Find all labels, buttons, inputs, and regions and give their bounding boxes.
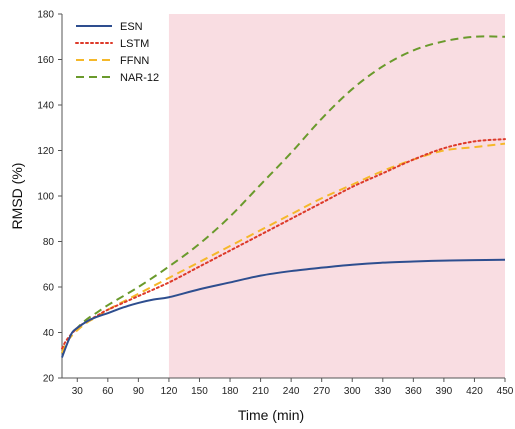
x-tick-label: 120 [161, 386, 178, 397]
x-tick-label: 90 [133, 386, 145, 397]
x-tick-label: 450 [497, 386, 514, 397]
y-tick-label: 20 [43, 374, 55, 385]
y-tick-label: 100 [37, 192, 54, 203]
shaded-region [168, 14, 505, 378]
legend-label-ffnn: FFNN [120, 55, 149, 67]
y-tick-label: 120 [37, 146, 54, 157]
y-tick-label: 80 [43, 237, 55, 248]
x-tick-label: 150 [191, 386, 208, 397]
y-tick-label: 40 [43, 328, 55, 339]
legend-label-nar-12: NAR-12 [120, 72, 159, 84]
x-tick-label: 210 [252, 386, 269, 397]
x-tick-label: 420 [466, 386, 483, 397]
x-tick-label: 360 [405, 386, 422, 397]
y-tick-label: 140 [37, 101, 54, 112]
series-line-nar-12 [61, 35, 506, 354]
y-tick-label: 60 [43, 283, 55, 294]
x-tick-label: 240 [283, 386, 300, 397]
legend-label-lstm: LSTM [120, 38, 149, 50]
x-axis-title: Time (min) [238, 407, 304, 423]
series-line-esn [61, 258, 506, 358]
y-tick-label: 180 [37, 10, 54, 21]
x-tick-label: 180 [222, 386, 239, 397]
x-tick-label: 30 [72, 386, 84, 397]
y-tick-label: 160 [37, 55, 54, 66]
y-axis-title: RMSD (%) [9, 163, 25, 230]
legend-label-esn: ESN [120, 21, 143, 33]
x-tick-label: 270 [313, 386, 330, 397]
x-tick-label: 300 [344, 386, 361, 397]
x-tick-label: 60 [102, 386, 114, 397]
x-tick-label: 390 [436, 386, 453, 397]
x-tick-label: 330 [374, 386, 391, 397]
